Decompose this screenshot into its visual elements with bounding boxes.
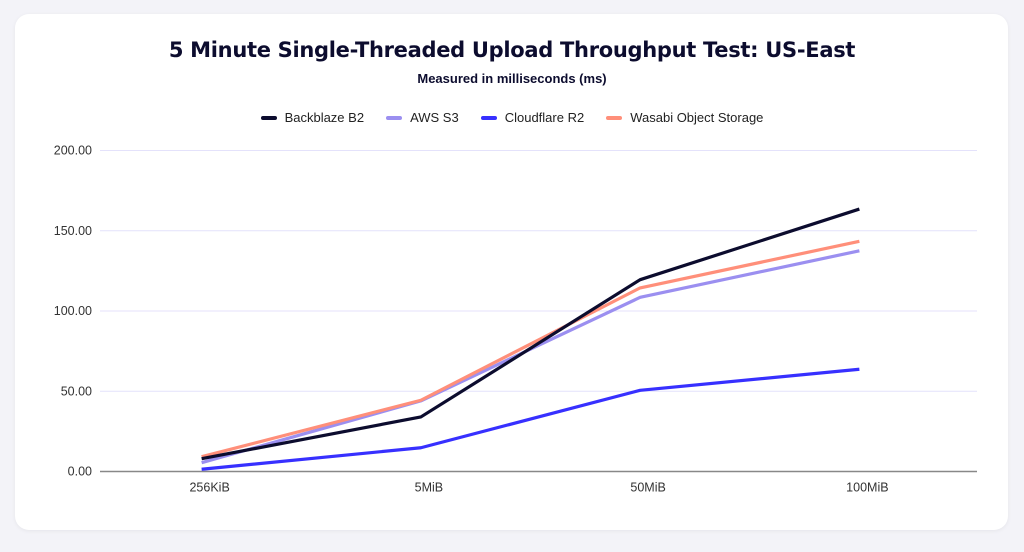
legend-label: Cloudflare R2 <box>504 110 585 125</box>
chart-title: 5 Minute Single-Threaded Upload Throughp… <box>168 38 856 62</box>
legend-item-aws[interactable]: AWS S3 <box>386 110 459 125</box>
legend-item-cloudflare[interactable]: Cloudflare R2 <box>480 110 585 125</box>
chart-card <box>15 14 1008 530</box>
y-tick-label: 100.00 <box>54 304 92 318</box>
legend-label: Backblaze B2 <box>284 110 365 125</box>
legend-swatch <box>606 115 623 120</box>
y-tick-label: 200.00 <box>54 144 92 158</box>
legend-item-backblaze[interactable]: Backblaze B2 <box>260 110 365 125</box>
x-tick-label: 5MiB <box>415 481 443 495</box>
legend-label: AWS S3 <box>410 110 459 125</box>
legend: Backblaze B2 AWS S3 Cloudflare R2 Wasabi… <box>0 110 1024 125</box>
chart-subtitle: Measured in milliseconds (ms) <box>417 71 607 86</box>
x-tick-label: 256KiB <box>189 481 229 495</box>
y-tick-label: 0.00 <box>68 465 92 479</box>
legend-swatch <box>480 115 497 120</box>
legend-label: Wasabi Object Storage <box>630 110 764 125</box>
x-tick-label: 100MiB <box>846 481 888 495</box>
legend-swatch <box>260 115 277 120</box>
series-line-wasabi-object-storage <box>201 239 860 459</box>
legend-item-wasabi[interactable]: Wasabi Object Storage <box>606 110 763 125</box>
x-tick-label: 50MiB <box>630 481 665 495</box>
y-tick-label: 50.00 <box>61 384 92 398</box>
legend-swatch <box>386 115 403 120</box>
series-line-cloudflare-r2 <box>201 367 860 471</box>
series-line-backblaze-b2 <box>201 207 860 461</box>
y-tick-label: 150.00 <box>54 224 92 238</box>
